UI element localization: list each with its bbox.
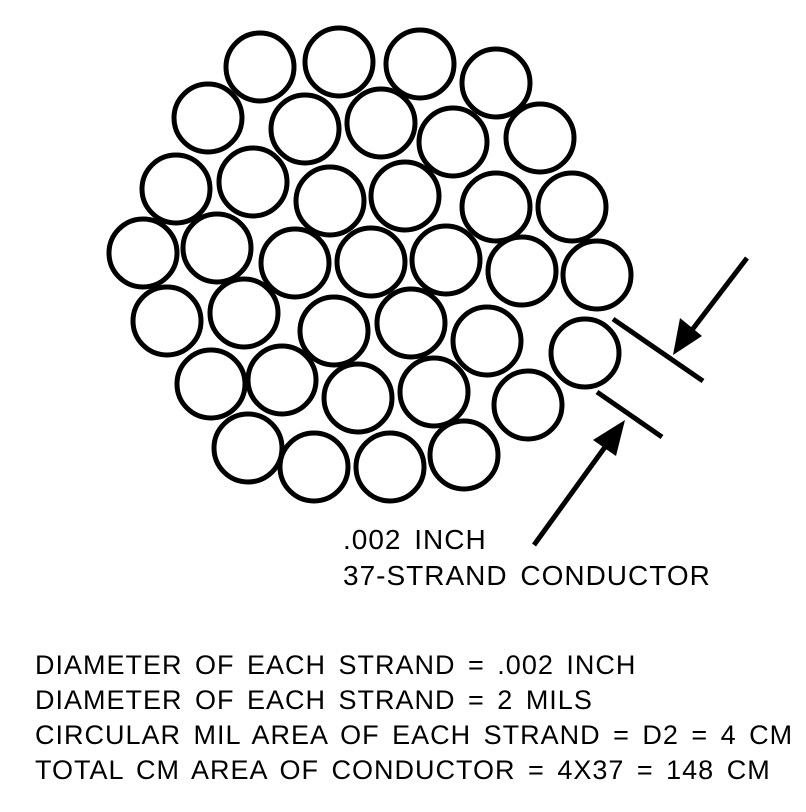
arrow-lower-shaft <box>531 445 608 547</box>
strand-circle <box>211 411 285 485</box>
strand-circle <box>535 170 609 244</box>
strand-circle <box>560 238 634 312</box>
strand-circle <box>180 211 254 285</box>
arrow-upper-head <box>673 318 702 355</box>
calculation-notes: DIAMETER OF EACH STRAND = .002 INCH DIAM… <box>35 648 793 788</box>
note-line-2: DIAMETER OF EACH STRAND = 2 MILS <box>35 685 593 715</box>
strand-circle <box>106 216 180 290</box>
strand-group <box>106 25 634 504</box>
arrow-lower-head <box>593 420 625 456</box>
note-line-1: DIAMETER OF EACH STRAND = .002 INCH <box>35 650 637 680</box>
dimension-marker <box>531 256 749 547</box>
strand-circle <box>223 30 297 104</box>
strand-circle <box>491 368 565 442</box>
strand-circle <box>245 343 319 417</box>
strand-circle <box>139 152 213 226</box>
strand-circle <box>174 347 248 421</box>
strand-circle <box>503 101 577 175</box>
strand-circle <box>459 170 533 244</box>
strand-circle <box>130 284 204 358</box>
callout-diameter-label: .002 INCH <box>343 524 487 555</box>
callout-conductor-label: 37-STRAND CONDUCTOR <box>343 560 711 591</box>
strand-circle <box>302 25 376 99</box>
strand-circle <box>258 226 332 300</box>
strand-circle <box>353 430 427 504</box>
strand-circle <box>397 355 471 429</box>
strand-circle <box>297 294 371 368</box>
strand-circle <box>548 316 622 390</box>
strand-circle <box>459 46 533 120</box>
strand-circle <box>416 105 490 179</box>
strand-circle <box>409 223 483 297</box>
strand-circle <box>293 164 367 238</box>
arrow-upper-shaft <box>690 256 749 332</box>
strand-circle <box>427 418 501 492</box>
strand-circle <box>450 304 524 378</box>
strand-circle <box>383 27 457 101</box>
strand-circle <box>207 276 281 350</box>
strand-circle <box>216 145 290 219</box>
strand-circle <box>171 81 245 155</box>
strand-circle <box>321 361 395 435</box>
strand-circle <box>277 430 351 504</box>
strand-circle <box>334 225 408 299</box>
strand-circle <box>344 86 418 160</box>
dimension-line-upper <box>611 316 705 384</box>
note-line-3: CIRCULAR MIL AREA OF EACH STRAND = D2 = … <box>35 720 794 750</box>
strand-circle <box>368 159 442 233</box>
dimension-line-lower <box>595 389 664 440</box>
strand-circle <box>374 286 448 360</box>
strand-circle <box>485 234 559 308</box>
strand-circle <box>268 92 342 166</box>
note-line-4: TOTAL CM AREA OF CONDUCTOR = 4X37 = 148 … <box>35 755 771 785</box>
